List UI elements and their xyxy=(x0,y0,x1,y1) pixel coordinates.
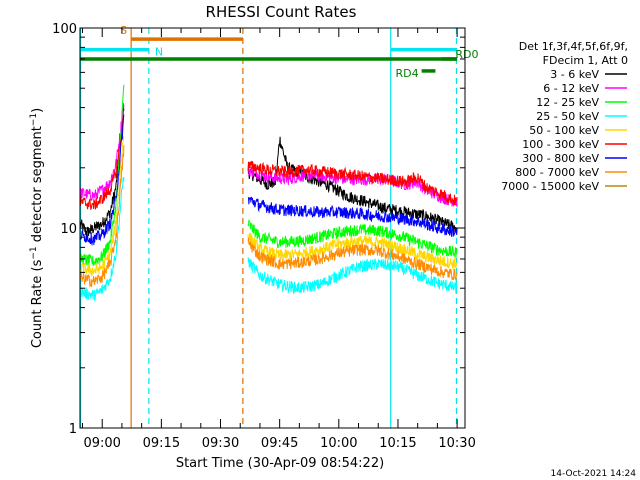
ytick-label-1: 10 xyxy=(60,222,77,237)
series-0-segment-0 xyxy=(80,107,125,237)
y-axis-label: Count Rate (s−1 detector segment−1) xyxy=(29,108,45,348)
series-5-segment-1 xyxy=(247,160,458,206)
time-bar-label-0: S xyxy=(120,24,127,37)
xtick-label-6: 10:30 xyxy=(438,436,475,451)
legend-label-7: 800 - 7000 keV xyxy=(515,166,599,179)
legend-label-5: 100 - 300 keV xyxy=(522,138,599,151)
x-axis: 09:00 09:15 09:30 09:45 10:00 10:15 10:30 xyxy=(81,28,476,451)
time-bar-label-5: RD4 xyxy=(395,67,418,80)
xtick-label-1: 09:15 xyxy=(143,436,180,451)
x-axis-label: Start Time (30-Apr-09 08:54:22) xyxy=(176,456,384,471)
y-axis-label-end: ) xyxy=(30,108,45,113)
ytick-label-2: 100 xyxy=(52,22,77,37)
series-3-segment-0 xyxy=(80,176,125,302)
plot-area: S N RD0 RD4 xyxy=(79,24,478,428)
legend-label-6: 300 - 800 keV xyxy=(522,152,599,165)
series-4-segment-0 xyxy=(80,136,125,277)
series-3-segment-1 xyxy=(247,256,458,295)
series-1-segment-0 xyxy=(80,103,125,201)
footer-date: 14-Oct-2021 14:24 xyxy=(551,469,637,479)
series-6-segment-1 xyxy=(247,196,458,237)
series-7-segment-0 xyxy=(80,145,125,288)
legend-header-line-1: Det 1f,3f,4f,5f,6f,9f, xyxy=(519,40,628,53)
xtick-label-4: 10:00 xyxy=(320,436,357,451)
series-1-segment-1 xyxy=(247,165,458,208)
legend-label-2: 12 - 25 keV xyxy=(536,96,599,109)
legend-label-1: 6 - 12 keV xyxy=(543,82,599,95)
y-axis-label-sup2: −1 xyxy=(29,113,39,126)
xtick-label-2: 09:30 xyxy=(202,436,239,451)
xtick-label-3: 09:45 xyxy=(261,436,298,451)
legend-header-line-2: FDecim 1, Att 0 xyxy=(543,54,628,67)
legend-label-8: 7000 - 15000 keV xyxy=(501,180,599,193)
legend-label-0: 3 - 6 keV xyxy=(550,68,599,81)
series-5-segment-0 xyxy=(80,113,125,211)
series-2-segment-1 xyxy=(247,219,458,259)
y-axis-label-sup1: −1 xyxy=(29,246,39,259)
y-axis-label-main: Count Rate (s xyxy=(30,259,45,348)
y-axis: 1 10 100 xyxy=(52,22,465,437)
series-0-segment-1 xyxy=(247,136,458,233)
legend-label-4: 50 - 100 keV xyxy=(529,124,599,137)
xtick-label-5: 10:15 xyxy=(379,436,416,451)
time-bar-label-4: RD0 xyxy=(455,48,478,61)
series-7-segment-1 xyxy=(247,237,458,281)
chart-title: RHESSI Count Rates xyxy=(206,3,357,21)
plot-frame xyxy=(79,27,466,429)
y-axis-label-mid: detector segment xyxy=(30,126,45,246)
legend: Det 1f,3f,4f,5f,6f,9f, FDecim 1, Att 0 3… xyxy=(501,40,628,193)
ytick-label-0: 1 xyxy=(69,422,77,437)
xtick-label-0: 09:00 xyxy=(83,436,120,451)
series-6-segment-0 xyxy=(80,115,125,247)
time-bar-label-1: N xyxy=(155,46,163,59)
legend-label-3: 25 - 50 keV xyxy=(536,110,599,123)
